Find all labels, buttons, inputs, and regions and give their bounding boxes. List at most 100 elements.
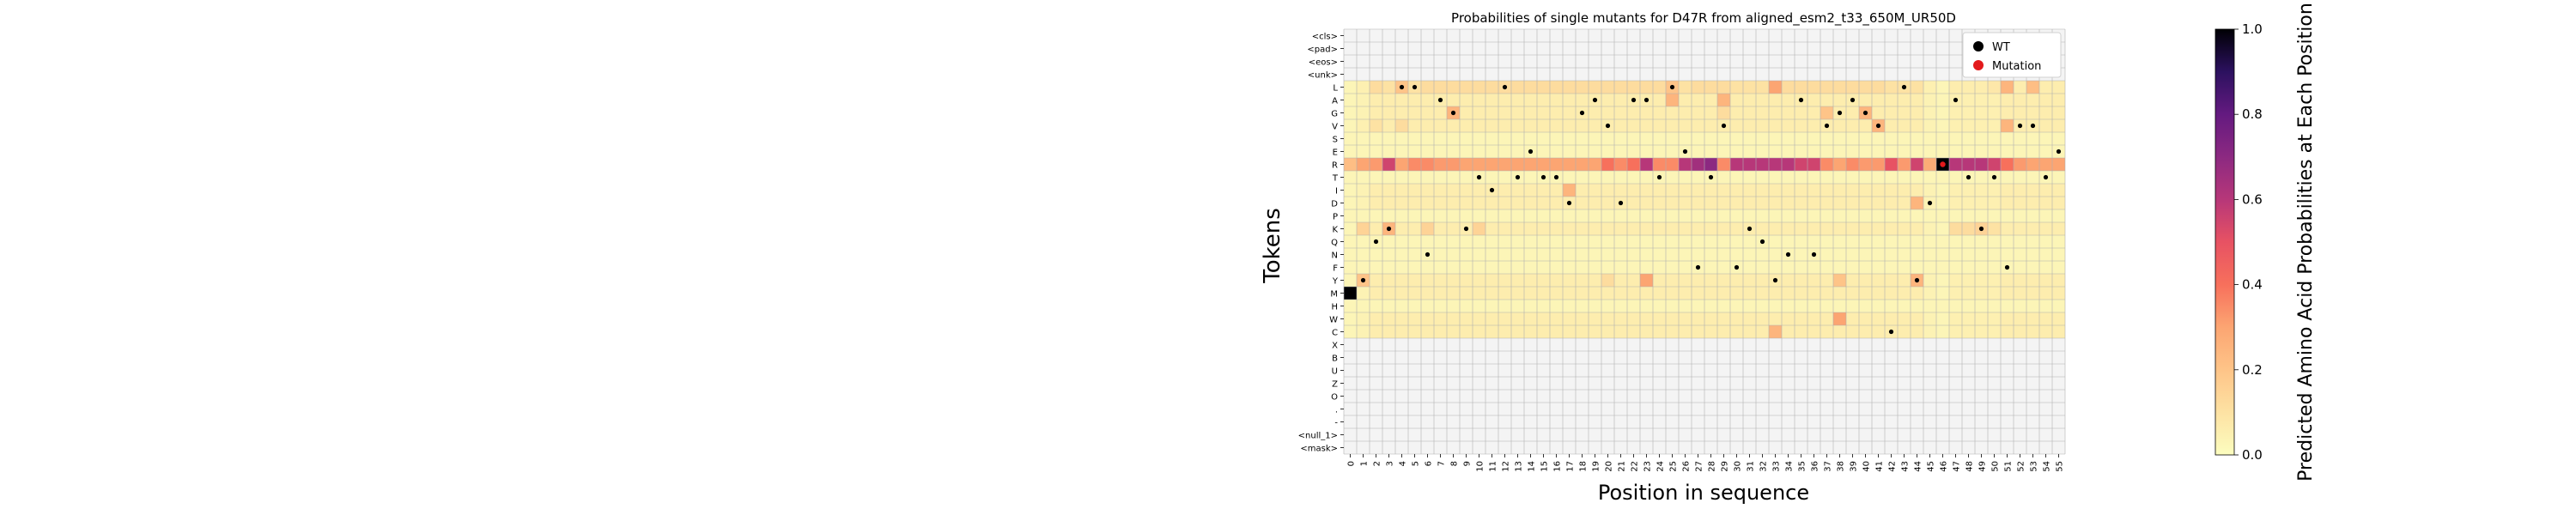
heatmap-cell [1872, 312, 1885, 325]
heatmap-cell [1717, 132, 1730, 145]
heatmap-cell [1653, 209, 1666, 222]
heatmap-cell [1485, 222, 1498, 235]
y-tick-label: Q [1331, 239, 1338, 248]
heatmap-cell [1730, 235, 1743, 248]
heatmap-cell [1704, 325, 1717, 338]
heatmap-cell [1485, 403, 1498, 415]
heatmap-cell [1692, 441, 1704, 454]
heatmap-cell [1820, 42, 1833, 55]
heatmap-cell [1859, 338, 1872, 351]
heatmap-cell [1344, 197, 1357, 209]
y-tick-label: L [1333, 84, 1338, 94]
heatmap-cell [1666, 94, 1679, 106]
heatmap-cell [1666, 403, 1679, 415]
heatmap-cell [1589, 403, 1601, 415]
y-tick-label: Y [1332, 277, 1339, 287]
heatmap-cell [1421, 171, 1434, 184]
heatmap-cell [1692, 55, 1704, 68]
heatmap-cell [1988, 248, 2001, 261]
heatmap-cell [2001, 222, 2014, 235]
heatmap-cell [1395, 441, 1408, 454]
heatmap-cell [1782, 235, 1795, 248]
heatmap-cell [1524, 312, 1537, 325]
heatmap-cell [1859, 132, 1872, 145]
heatmap-cell [1395, 338, 1408, 351]
heatmap-cell [1988, 325, 2001, 338]
heatmap-cell [1936, 403, 1949, 415]
heatmap-cell [1756, 351, 1769, 364]
heatmap-cell [1717, 42, 1730, 55]
heatmap-cell [1988, 364, 2001, 377]
heatmap-cell [1614, 274, 1627, 287]
heatmap-cell [1898, 29, 1911, 42]
heatmap-cell [1833, 338, 1846, 351]
heatmap-cell [1511, 184, 1524, 197]
heatmap-cell [1524, 235, 1537, 248]
heatmap-cell [1485, 338, 1498, 351]
heatmap-cell [1382, 390, 1395, 403]
heatmap-cell [1885, 171, 1898, 184]
heatmap-cell [1795, 222, 1807, 235]
heatmap-cell [1820, 158, 1833, 171]
y-tick-label: B [1332, 354, 1338, 364]
heatmap-cell [1911, 364, 1923, 377]
heatmap-cell [1923, 287, 1936, 300]
heatmap-cell [1524, 119, 1537, 132]
heatmap-cell [1872, 325, 1885, 338]
heatmap-cell [2039, 197, 2052, 209]
heatmap-cell [1395, 158, 1408, 171]
heatmap-cell [1447, 300, 1460, 312]
heatmap-cell [1357, 377, 1370, 390]
heatmap-cell [1653, 441, 1666, 454]
heatmap-cell [1717, 235, 1730, 248]
heatmap-cell [1537, 106, 1550, 119]
heatmap-cell [2039, 145, 2052, 158]
heatmap-cell [1898, 351, 1911, 364]
heatmap-cell [2026, 248, 2039, 261]
heatmap-cell [1898, 197, 1911, 209]
heatmap-cell [1614, 441, 1627, 454]
heatmap-cell [1370, 415, 1382, 428]
heatmap-cell [1460, 171, 1473, 184]
heatmap-cell [1344, 300, 1357, 312]
heatmap-cell [1795, 68, 1807, 81]
heatmap-cell [1923, 55, 1936, 68]
heatmap-cell [1460, 312, 1473, 325]
heatmap-cell [1395, 415, 1408, 428]
heatmap-cell [1936, 222, 1949, 235]
heatmap-cell [1704, 55, 1717, 68]
heatmap-cell [1704, 403, 1717, 415]
heatmap-cell [1614, 403, 1627, 415]
heatmap-cell [1563, 106, 1576, 119]
heatmap-cell [1511, 274, 1524, 287]
legend-marker-mutation [1973, 60, 1984, 70]
heatmap-cell [1395, 184, 1408, 197]
heatmap-cell [1975, 312, 1988, 325]
heatmap-cell [1382, 209, 1395, 222]
heatmap-cell [1498, 68, 1511, 81]
heatmap-cell [1563, 29, 1576, 42]
heatmap-cell [1614, 235, 1627, 248]
heatmap-cell [1344, 274, 1357, 287]
heatmap-cell [2014, 261, 2026, 274]
heatmap-cell [2026, 158, 2039, 171]
heatmap-cell [1730, 132, 1743, 145]
heatmap-cell [1395, 428, 1408, 441]
heatmap-cell [1460, 68, 1473, 81]
y-tick-label: <eos> [1309, 58, 1338, 68]
heatmap-cell [1962, 312, 1975, 325]
heatmap-cell [1936, 300, 1949, 312]
heatmap-cell [1589, 132, 1601, 145]
heatmap-cell [1460, 364, 1473, 377]
heatmap-cell [1756, 94, 1769, 106]
x-tick-label: 21 [1618, 461, 1627, 472]
heatmap-cell [1370, 42, 1382, 55]
heatmap-cell [1601, 222, 1614, 235]
heatmap-cell [1692, 158, 1704, 171]
heatmap-cell [1833, 42, 1846, 55]
heatmap-cell [1769, 312, 1782, 325]
heatmap-cell [1473, 235, 1485, 248]
y-tick-label: . [1335, 406, 1338, 415]
heatmap-cell [1756, 29, 1769, 42]
heatmap-cell [2001, 235, 2014, 248]
